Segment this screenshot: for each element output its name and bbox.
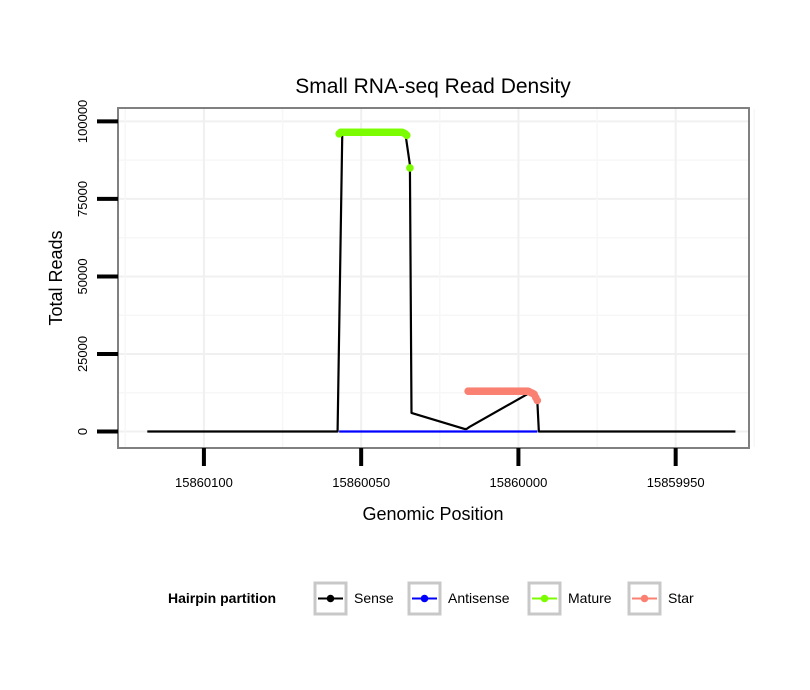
sense-series-line — [147, 131, 736, 433]
x-axis: 15860100 15860050 15860000 15859950 — [175, 448, 705, 490]
mature-points — [335, 128, 414, 172]
mature-point-43 — [402, 131, 411, 140]
legend-key-point-antisense — [420, 594, 429, 603]
legend-key-point-star — [640, 594, 649, 603]
y-tick-label-0: 0 — [75, 428, 90, 435]
legend-key-point-sense — [326, 594, 335, 603]
star-points — [464, 387, 542, 405]
y-tick-label-3: 75000 — [75, 181, 90, 217]
x-tick-label-3: 15859950 — [647, 475, 705, 490]
legend: Hairpin partition Sense Antisense Mature St… — [168, 581, 694, 616]
x-tick-label-2: 15860000 — [489, 475, 547, 490]
x-tick-label-1: 15860050 — [332, 475, 390, 490]
mature-point-44 — [406, 164, 414, 172]
legend-item-mature: Mature — [527, 581, 612, 616]
legend-label-mature: Mature — [568, 590, 612, 606]
grid — [119, 109, 756, 447]
x-axis-title: Genomic Position — [362, 504, 503, 524]
legend-label-antisense: Antisense — [448, 590, 510, 606]
legend-item-sense: Sense — [313, 581, 394, 616]
x-tick-label-0: 15860100 — [175, 475, 233, 490]
plot-panel-border — [117, 107, 750, 449]
legend-key-point-mature — [540, 594, 549, 603]
y-tick-label-1: 25000 — [75, 336, 90, 372]
y-tick-label-4: 100000 — [75, 100, 90, 143]
legend-label-star: Star — [668, 590, 694, 606]
series-layer — [147, 128, 736, 433]
legend-label-sense: Sense — [354, 590, 394, 606]
legend-item-star: Star — [627, 581, 694, 616]
legend-title: Hairpin partition — [168, 590, 276, 606]
chart-title: Small RNA-seq Read Density — [295, 75, 571, 98]
y-axis: 0 25000 50000 75000 100000 — [75, 100, 118, 435]
star-point-44 — [533, 396, 542, 405]
y-tick-label-2: 50000 — [75, 258, 90, 294]
legend-item-antisense: Antisense — [407, 581, 510, 616]
y-axis-title: Total Reads — [46, 230, 66, 325]
